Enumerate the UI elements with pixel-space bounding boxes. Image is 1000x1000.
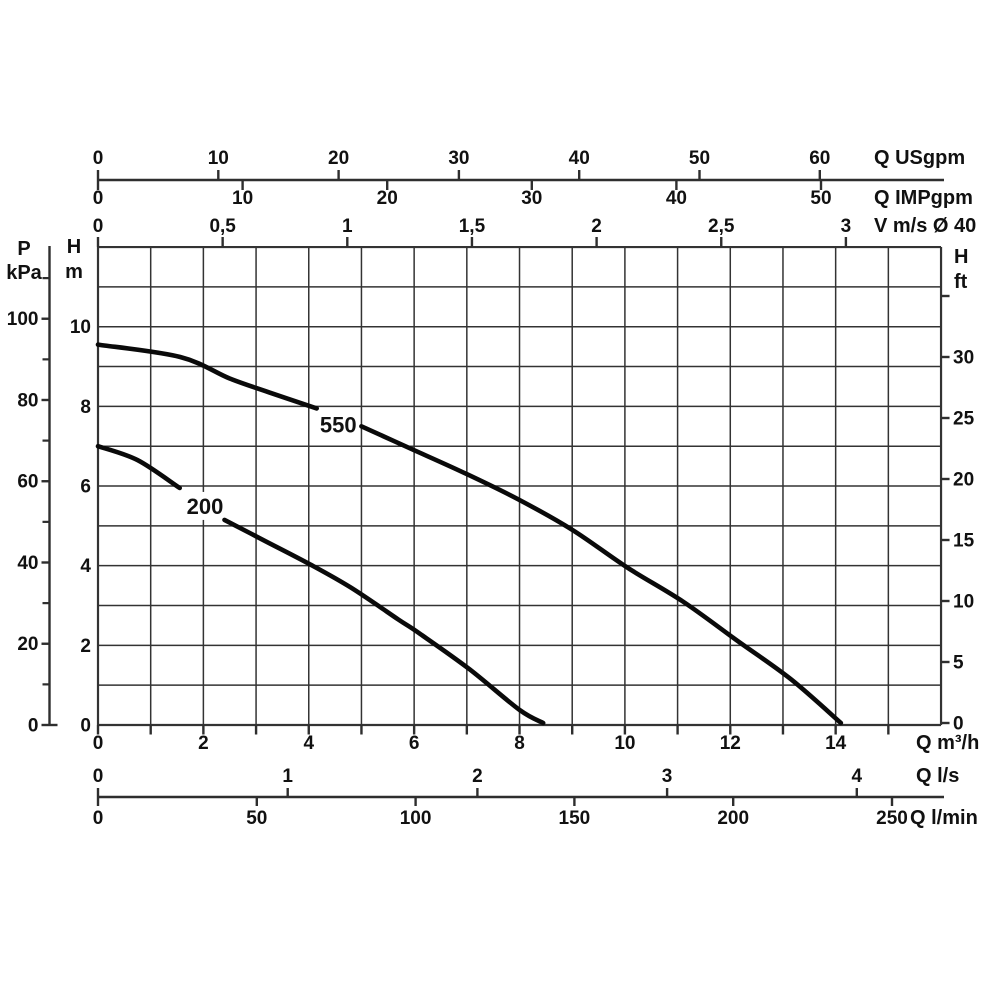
kpa-tick-label: 100	[7, 309, 39, 330]
ls-axis-label: Q l/s	[916, 765, 959, 787]
velocity-tick-label: 1,5	[459, 216, 486, 237]
kpa-axis-label-2: kPa	[6, 262, 42, 284]
m3h-tick-label: 2	[198, 733, 209, 754]
m3h-tick-label: 10	[614, 733, 635, 754]
impgpm-tick-label: 0	[93, 188, 104, 209]
ft-tick-label: 15	[953, 531, 975, 552]
velocity-tick-label: 1	[342, 216, 353, 237]
m3h-tick-label: 4	[303, 733, 314, 754]
curve-200: 200	[95, 443, 546, 726]
curve-label-200: 200	[187, 494, 224, 519]
hm-tick-label: 4	[80, 556, 91, 577]
ft-tick-label: 10	[953, 592, 974, 613]
lmin-axis-label: Q l/min	[910, 807, 978, 829]
impgpm-tick-label: 10	[232, 188, 253, 209]
m3h-axis-label: Q m³/h	[916, 732, 979, 754]
curve-550: 550	[95, 342, 844, 726]
axis-velocity: 0 0,5 1 1,5 2 2,5 3 V m/s Ø 40	[93, 215, 976, 247]
hm-tick-label: 10	[70, 317, 91, 338]
ft-axis-label-1: H	[954, 246, 968, 268]
lmin-tick-label: 200	[717, 808, 749, 829]
curve-200-segment	[222, 517, 546, 726]
axis-ls-lmin: 0 1 2 3 4 Q l/s 0 50 100 150 200 250 Q l/min	[93, 765, 978, 829]
ls-tick-label: 0	[93, 766, 104, 787]
ft-tick-label: 5	[953, 653, 964, 674]
hm-tick-label: 6	[80, 477, 91, 498]
ls-tick-label: 2	[472, 766, 483, 787]
ls-tick-label: 1	[282, 766, 293, 787]
m3h-tick-label: 6	[409, 733, 420, 754]
velocity-tick-label: 2,5	[708, 216, 735, 237]
hm-tick-label: 0	[80, 716, 91, 737]
kpa-tick-label: 60	[17, 472, 38, 493]
lmin-tick-label: 250	[876, 808, 908, 829]
curve-label-550: 550	[320, 412, 357, 437]
axis-m3h: 0 2 4 6 8 10 12 14 Q m³/h	[93, 725, 979, 754]
kpa-axis-label-1: P	[17, 238, 30, 260]
impgpm-tick-label: 20	[377, 188, 398, 209]
kpa-tick-label: 40	[17, 553, 38, 574]
kpa-tick-label: 80	[17, 390, 38, 411]
velocity-tick-label: 0,5	[209, 216, 236, 237]
hm-axis-label-2: m	[65, 261, 83, 283]
lmin-tick-label: 150	[559, 808, 591, 829]
kpa-tick-label: 20	[17, 634, 38, 655]
m3h-tick-label: 8	[514, 733, 525, 754]
usgpm-tick-label: 20	[328, 148, 349, 169]
usgpm-tick-label: 40	[569, 148, 590, 169]
velocity-tick-label: 0	[93, 216, 104, 237]
usgpm-tick-label: 0	[93, 148, 104, 169]
ls-tick-label: 3	[662, 766, 673, 787]
usgpm-tick-label: 60	[809, 148, 830, 169]
usgpm-tick-label: 10	[208, 148, 229, 169]
curve-label-halo	[182, 491, 227, 520]
m3h-tick-label: 14	[825, 733, 847, 754]
impgpm-tick-label: 40	[666, 188, 687, 209]
curve-label-halo	[316, 410, 361, 439]
ft-tick-label: 0	[953, 714, 964, 735]
curve-550-segment	[95, 342, 319, 411]
velocity-tick-label: 2	[591, 216, 602, 237]
usgpm-tick-label: 30	[448, 148, 469, 169]
ft-tick-label: 20	[953, 470, 974, 491]
impgpm-axis-label: Q IMPgpm	[874, 187, 973, 209]
hm-tick-label: 8	[80, 397, 91, 418]
ft-axis-label-2: ft	[954, 271, 968, 293]
usgpm-axis-label: Q USgpm	[874, 147, 965, 169]
kpa-tick-label: 0	[28, 716, 39, 737]
axis-hm: 10 8 6 4 2 0 Hm	[65, 236, 91, 737]
curve-label-halos	[182, 410, 361, 520]
impgpm-tick-label: 30	[521, 188, 542, 209]
curve-550-segment	[359, 424, 844, 726]
hm-tick-label: 2	[80, 636, 91, 657]
curve-200-segment	[95, 443, 182, 491]
ft-tick-label: 30	[953, 348, 974, 369]
velocity-axis-label: V m/s Ø 40	[874, 215, 976, 237]
m3h-tick-label: 12	[720, 733, 741, 754]
ls-tick-label: 4	[852, 766, 863, 787]
usgpm-tick-label: 50	[689, 148, 710, 169]
velocity-tick-label: 3	[841, 216, 852, 237]
hm-axis-label-1: H	[67, 236, 81, 258]
lmin-tick-label: 0	[93, 808, 104, 829]
lmin-tick-label: 50	[246, 808, 267, 829]
lmin-tick-label: 100	[400, 808, 432, 829]
m3h-tick-label: 0	[93, 733, 104, 754]
ft-tick-label: 25	[953, 409, 975, 430]
impgpm-tick-label: 50	[810, 188, 831, 209]
axis-ft: 30 25 20 15 10 5 0 Hft	[941, 246, 975, 735]
